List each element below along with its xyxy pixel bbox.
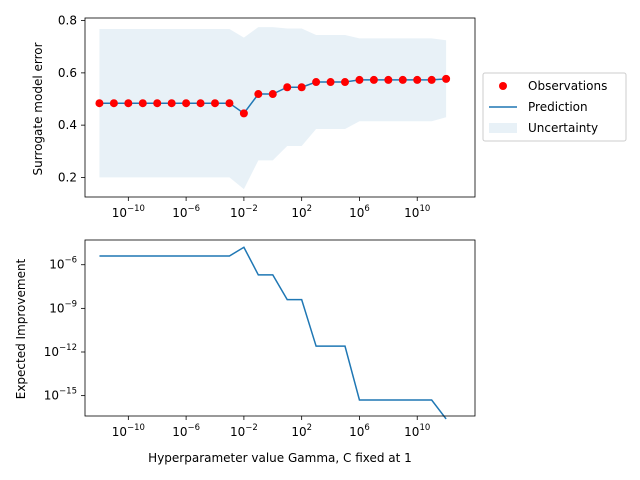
observation-point xyxy=(427,75,436,84)
x-tick-label: 10−2 xyxy=(230,204,258,220)
observation-point xyxy=(182,99,191,108)
uncertainty-band xyxy=(99,27,447,190)
observation-point xyxy=(254,90,263,99)
top-y-axis: 0.2 0.4 0.6 0.8 xyxy=(58,14,85,184)
observation-point xyxy=(211,99,219,108)
bottom-y-axis-label: Expected Improvement xyxy=(14,258,28,399)
y-tick-label: 10−6 xyxy=(49,256,77,272)
bottom-chart-frame xyxy=(84,239,476,417)
x-tick-label: 102 xyxy=(291,423,312,439)
uncertainty-area xyxy=(99,27,447,190)
observation-point xyxy=(355,75,364,84)
y-tick-label: 0.6 xyxy=(58,66,77,80)
observation-point xyxy=(384,75,393,84)
observation-point xyxy=(283,83,292,92)
observation-point xyxy=(369,75,378,84)
legend-frame xyxy=(482,72,627,142)
x-tick-label: 106 xyxy=(349,204,370,220)
bottom-x-axis-label: Hyperparameter value Gamma, C fixed at 1 xyxy=(148,451,412,465)
observation-point xyxy=(109,99,118,108)
observation-point xyxy=(297,83,306,92)
x-tick-label: 1010 xyxy=(404,204,430,220)
y-tick-label: 0.8 xyxy=(58,14,77,28)
top-y-axis-label: Surrogate model error xyxy=(31,42,45,175)
y-tick-label: 10−15 xyxy=(44,387,77,403)
top-chart-frame xyxy=(84,17,476,198)
observation-point xyxy=(95,99,104,108)
expected-improvement-series xyxy=(99,246,447,420)
bottom-y-axis: 10−6 10−9 10−12 10−15 xyxy=(44,256,85,403)
bottom-chart: 10−10 10−6 10−2 102 106 1010 10−610−910−1210−… xyxy=(14,239,476,465)
top-chart: 10−10 10−6 10−2 102 106 1010 0.2 0.4 0.6 0.8 Sur… xyxy=(31,14,476,220)
x-tick-label: 10−6 xyxy=(172,423,200,439)
y-tick-label: 0.2 xyxy=(58,170,77,184)
axes-frame xyxy=(84,17,476,198)
x-tick-label: 106 xyxy=(349,423,370,439)
observation-point xyxy=(124,99,133,108)
legend-uncertainty-label: Uncertainty xyxy=(528,121,598,135)
legend: Observations Prediction Uncertainty xyxy=(482,72,627,142)
observation-point xyxy=(167,99,176,108)
observations-series xyxy=(95,74,451,118)
observation-point xyxy=(196,99,205,108)
y-tick-label: 0.4 xyxy=(58,118,77,132)
observation-point xyxy=(268,90,277,99)
observation-point xyxy=(398,75,407,84)
observation-point xyxy=(153,99,162,108)
bottom-x-axis: 10−10 10−6 10−2 102 106 1010 xyxy=(112,416,430,439)
x-tick-label: 10−10 xyxy=(112,204,145,220)
legend-prediction-label: Prediction xyxy=(528,100,588,114)
observation-point xyxy=(138,99,147,108)
legend-observations-label: Observations xyxy=(528,79,607,93)
observation-point xyxy=(312,78,321,87)
expected-improvement-line xyxy=(99,246,447,420)
x-tick-label: 1010 xyxy=(404,423,430,439)
top-x-axis: 10−10 10−6 10−2 102 106 1010 xyxy=(112,197,430,220)
observation-point xyxy=(413,75,422,84)
observation-point xyxy=(239,109,248,118)
observation-point xyxy=(341,78,349,87)
x-tick-label: 10−6 xyxy=(172,204,200,220)
legend-uncertainty-marker xyxy=(489,123,517,133)
y-tick-label: 10−9 xyxy=(49,299,77,315)
x-tick-label: 102 xyxy=(291,204,312,220)
y-tick-label: 10−12 xyxy=(44,343,77,359)
x-tick-label: 10−10 xyxy=(112,423,145,439)
observation-point xyxy=(225,99,234,108)
observation-point xyxy=(442,74,451,83)
x-tick-label: 10−2 xyxy=(230,423,258,439)
observation-point xyxy=(326,78,335,87)
legend-observations-marker xyxy=(499,82,507,90)
axes-frame xyxy=(84,239,476,417)
